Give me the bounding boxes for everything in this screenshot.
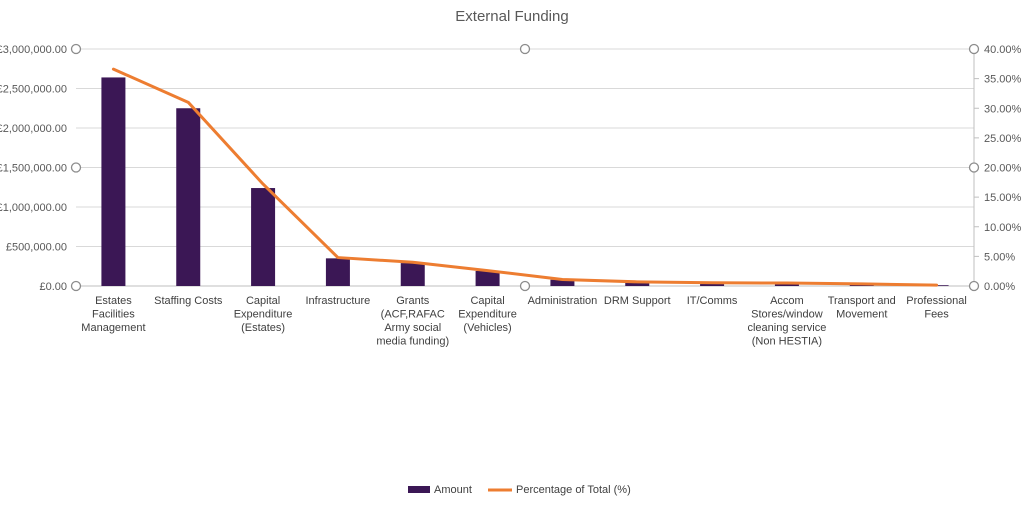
x-category-label-line: Staffing Costs [154,295,223,307]
x-category-label: Infrastructure [306,295,371,307]
x-category-label-line: Expenditure [234,309,293,321]
bar-amount [325,258,350,286]
x-category-label: Accom Stores/window cleaning service (Non H… [747,295,826,348]
x-category-label-line: Transport and [828,295,896,307]
legend-swatch-amount [408,486,430,493]
y-left-tick-label: £3,000,000.00 [0,44,67,56]
legend-label-percentage: Percentage of Total (%) [516,484,631,496]
bar-amount [475,270,500,286]
x-category-label-line: DRM Support [604,295,671,307]
bar-amount [700,282,725,286]
y-right-tick-label: 10.00% [984,222,1022,234]
x-category-label-line: Administration [528,295,598,307]
x-category-label-line: Capital [470,295,504,307]
x-category-label-line: Professional [906,295,967,307]
x-category-label-line: Stores/window [751,309,823,321]
x-category-label-line: Management [81,322,145,334]
selection-handle[interactable] [70,43,82,55]
y-right-tick-label: 25.00% [984,133,1022,145]
chart-title: External Funding [455,8,568,25]
selection-handle[interactable] [519,43,531,55]
x-category-label: Estates Facilities Management [81,295,145,334]
bar-amount [625,282,650,286]
y-right-tick-label: 15.00% [984,192,1022,204]
x-category-label: Professional Fees [906,295,967,321]
x-category-label-line: Estates [95,295,132,307]
x-category-label-line: Army social [384,322,441,334]
x-category-label: Administration [528,295,598,307]
y-right-tick-label: 40.00% [984,44,1022,56]
y-right-tick-label: 5.00% [984,251,1015,263]
selection-handle[interactable] [70,162,82,173]
x-category-label-line: (Non HESTIA) [752,336,822,348]
selection-handle[interactable] [519,280,531,292]
bar-amount [400,263,425,286]
x-category-label: Capital Expenditure (Vehicles) [458,295,517,334]
bar-amount [251,188,276,286]
x-category-label-line: Infrastructure [306,295,371,307]
x-category-label: Transport and Movement [828,295,896,321]
y-right-tick-label: 35.00% [984,74,1022,86]
bar-amount [176,108,201,286]
y-right-tick-label: 30.00% [984,103,1022,115]
x-category-label-line: Grants [396,295,430,307]
line-percentage [111,67,939,287]
x-category-label-line: Capital [246,295,280,307]
x-category-label-line: (Estates) [241,322,285,334]
y-left-tick-label: £2,500,000.00 [0,84,67,96]
bar-amount [774,283,799,286]
x-category-label-line: Movement [836,309,887,321]
y-left-tick-label: £2,000,000.00 [0,123,67,135]
y-left-tick-label: £1,000,000.00 [0,202,67,214]
x-category-label-line: Fees [924,309,949,321]
y-left-tick-label: £1,500,000.00 [0,163,67,175]
x-category-label-line: (ACF,RAFAC [381,309,445,321]
x-category-label-line: media funding) [376,336,449,348]
x-category-label-line: IT/Comms [687,295,738,307]
x-category-label: Grants (ACF,RAFAC Army social media funding… [376,295,449,348]
x-category-label-line: Facilities [92,309,135,321]
selection-handle[interactable] [968,280,980,292]
y-right-tick-label: 20.00% [984,163,1022,175]
bar-amount [101,77,126,286]
x-category-label: IT/Comms [687,295,738,307]
bar-amount [550,279,575,286]
selection-handle[interactable] [968,162,980,173]
legend-label-amount: Amount [434,484,472,496]
y-left-tick-label: £500,000.00 [6,242,67,254]
x-category-label-line: cleaning service [747,322,826,334]
y-left-tick-label: £0.00 [39,281,67,293]
x-category-label-line: Accom [770,295,804,307]
x-category-label-line: (Vehicles) [463,322,511,334]
x-category-label: DRM Support [604,295,671,307]
x-category-label: Capital Expenditure (Estates) [234,295,293,334]
x-category-label-line: Expenditure [458,309,517,321]
selection-handle[interactable] [968,43,980,55]
selection-handle[interactable] [70,280,82,292]
x-category-label: Staffing Costs [154,295,223,307]
y-right-tick-label: 0.00% [984,281,1015,293]
